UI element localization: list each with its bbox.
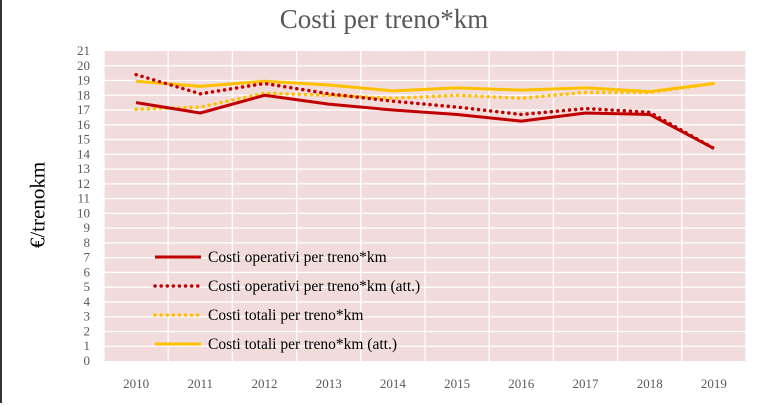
y-tick-label: 14 (77, 146, 91, 161)
series-line-1 (134, 72, 716, 151)
y-tick-label: 17 (77, 102, 91, 117)
y-tick-label: 12 (77, 176, 90, 191)
x-tick-label: 2013 (316, 376, 342, 391)
y-tick-label: 16 (77, 117, 91, 132)
legend-label: Costi operativi per treno*km (att.) (208, 278, 420, 295)
y-tick-label: 5 (84, 279, 91, 294)
legend-label: Costi totali per treno*km (att.) (208, 336, 397, 353)
y-tick-label: 10 (77, 205, 90, 220)
y-tick-label: 7 (84, 250, 91, 265)
chart-title: Costi per treno*km (279, 4, 489, 34)
y-tick-label: 18 (77, 87, 90, 102)
y-tick-label: 3 (84, 309, 91, 324)
y-tick-label: 19 (77, 73, 90, 88)
y-tick-label: 20 (77, 58, 90, 73)
legend-label: Costi operativi per treno*km (208, 249, 387, 266)
series-line-3 (135, 79, 715, 94)
x-tick-label: 2017 (573, 376, 600, 391)
x-tick-label: 2014 (380, 376, 407, 391)
series-line-2 (134, 81, 716, 112)
x-tick-label: 2015 (444, 376, 470, 391)
legend-label: Costi totali per treno*km (208, 307, 363, 324)
y-tick-label: 9 (84, 220, 91, 235)
x-tick-label: 2018 (637, 376, 663, 391)
y-tick-label: 4 (84, 294, 91, 309)
y-tick-label: 8 (84, 235, 91, 250)
y-tick-label: 0 (84, 353, 91, 368)
y-tick-label: 2 (84, 323, 91, 338)
x-tick-label: 2011 (188, 376, 214, 391)
x-tick-label: 2012 (252, 376, 278, 391)
y-tick-label: 21 (77, 43, 90, 58)
y-tick-label: 11 (77, 191, 90, 206)
y-tick-label: 15 (77, 132, 90, 147)
y-tick-label: 1 (84, 338, 91, 353)
x-tick-label: 2019 (701, 376, 727, 391)
y-tick-label: 13 (77, 161, 90, 176)
x-tick-label: 2010 (123, 376, 149, 391)
y-tick-label: 6 (84, 264, 91, 279)
x-tick-label: 2016 (508, 376, 535, 391)
series-line-0 (135, 93, 715, 150)
